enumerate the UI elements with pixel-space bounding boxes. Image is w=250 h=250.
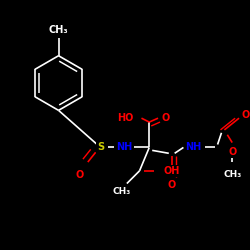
Text: O: O bbox=[168, 180, 176, 190]
Text: CH₃: CH₃ bbox=[49, 25, 68, 35]
Text: O: O bbox=[228, 147, 236, 157]
Text: HO: HO bbox=[117, 113, 134, 123]
Text: NH: NH bbox=[116, 142, 132, 152]
Text: OH: OH bbox=[164, 166, 180, 176]
Text: NH: NH bbox=[185, 142, 201, 152]
Text: CH₃: CH₃ bbox=[223, 170, 241, 179]
Text: CH₃: CH₃ bbox=[113, 187, 131, 196]
Text: O: O bbox=[242, 110, 250, 120]
Text: O: O bbox=[76, 170, 84, 180]
Text: O: O bbox=[162, 113, 170, 123]
Text: S: S bbox=[97, 142, 104, 152]
